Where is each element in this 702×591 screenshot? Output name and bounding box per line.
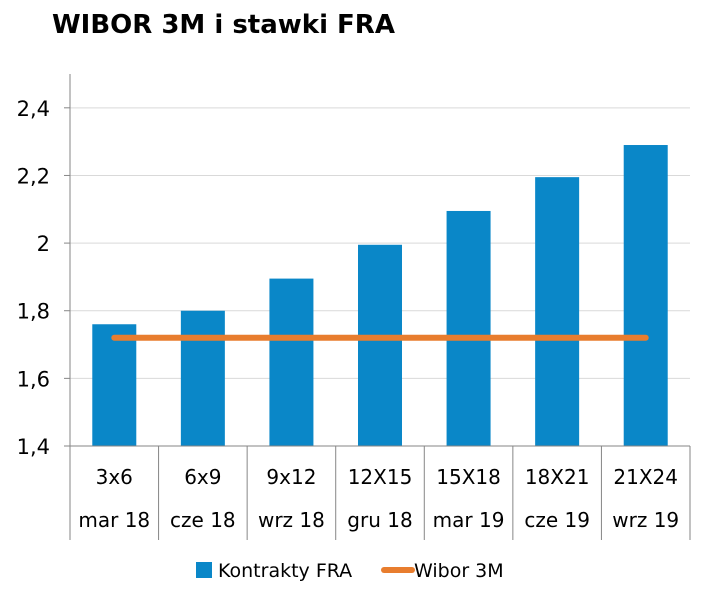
category-sublabel: mar 18 [78, 508, 150, 532]
category-label: 6x9 [184, 465, 221, 489]
category-sublabel: wrz 18 [258, 508, 325, 532]
category-label: 12X15 [348, 465, 413, 489]
bar-3x6 [92, 324, 137, 446]
y-tick-label: 2,2 [17, 164, 50, 188]
y-axis-ticks: 1,4 1,6 1,8 2 2,2 2,4 [17, 97, 70, 459]
category-label: 18X21 [525, 465, 590, 489]
category-sublabel: wrz 19 [612, 508, 679, 532]
bar-18x21 [535, 177, 580, 447]
category-label: 9x12 [266, 465, 316, 489]
bar-9x12 [269, 278, 314, 446]
category-label: 3x6 [96, 465, 133, 489]
category-sublabel: cze 18 [170, 508, 236, 532]
y-tick-label: 1,8 [17, 300, 50, 324]
bar-6x9 [180, 310, 225, 446]
y-tick-label: 1,6 [17, 367, 50, 391]
category-sublabel: gru 18 [347, 508, 412, 532]
bar-12x15 [358, 244, 402, 446]
bars-kontrakty-fra [92, 145, 668, 447]
chart-title: WIBOR 3M i stawki FRA [52, 10, 395, 40]
category-sublabel: mar 19 [433, 508, 505, 532]
category-label: 15X18 [436, 465, 501, 489]
bar-15x18 [446, 210, 491, 446]
y-tick-label: 2 [37, 232, 50, 256]
legend: Kontrakty FRA Wibor 3M [196, 560, 504, 582]
legend-label-kontrakty-fra: Kontrakty FRA [218, 560, 352, 582]
bar-21x24 [623, 145, 668, 446]
category-table: 3x6 mar 18 6x9 cze 18 9x12 wrz 18 12X15 gru 18 1… [69, 446, 691, 540]
y-tick-label: 1,4 [17, 435, 50, 459]
category-sublabel: cze 19 [524, 508, 590, 532]
y-tick-label: 2,4 [17, 97, 50, 121]
legend-swatch-kontrakty-fra [196, 562, 212, 578]
category-label: 21X24 [613, 465, 678, 489]
axes [69, 74, 690, 447]
legend-label-wibor-3m: Wibor 3M [414, 560, 504, 582]
